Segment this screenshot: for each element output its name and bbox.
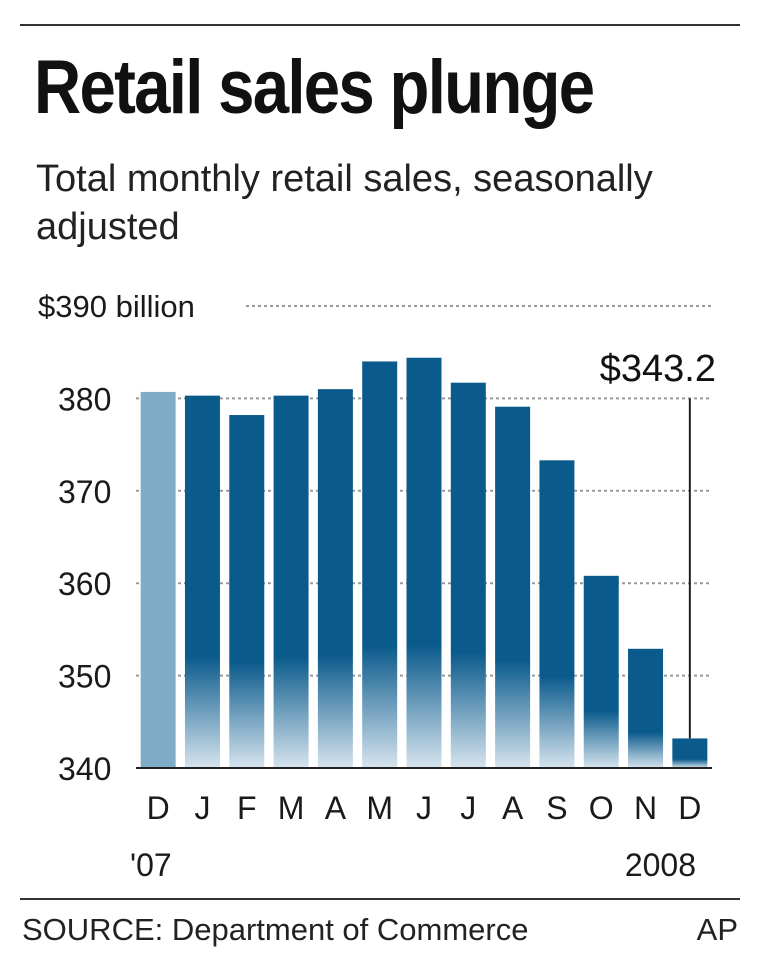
x-tick-label: D [678, 790, 701, 826]
bar-5 [362, 361, 398, 768]
year-label-start: '07 [130, 847, 172, 883]
bar-12 [672, 738, 708, 768]
x-tick-label: A [502, 790, 524, 826]
bar-7 [450, 382, 486, 768]
y-tick-label: 360 [58, 566, 111, 602]
bottom-rule [20, 898, 740, 900]
x-tick-label: J [416, 790, 432, 826]
bar-6 [406, 357, 442, 768]
bar-2 [229, 415, 265, 768]
bars [140, 357, 708, 768]
x-tick-label: F [237, 790, 257, 826]
chart-subtitle: Total monthly retail sales, seasonally a… [36, 158, 653, 248]
bar-1 [184, 395, 220, 768]
x-tick-label: N [634, 790, 657, 826]
bar-4 [317, 389, 353, 768]
x-tick-label: M [278, 790, 305, 826]
bar-9 [539, 460, 575, 768]
bar-11 [628, 648, 664, 768]
x-tick-label: J [194, 790, 210, 826]
source-note: SOURCE: Department of Commerce [22, 912, 529, 947]
credit-label: AP [696, 912, 738, 947]
bar-3 [273, 395, 309, 768]
x-tick-label: M [366, 790, 393, 826]
x-tick-label: S [546, 790, 567, 826]
x-tick-label: A [325, 790, 347, 826]
x-tick-label: O [589, 790, 614, 826]
y-tick-label: 370 [58, 474, 111, 510]
y-tick-label: 380 [58, 381, 111, 417]
chart-title: Retail sales plunge [34, 45, 595, 130]
bar-8 [495, 406, 531, 768]
x-tick-label: J [460, 790, 476, 826]
y-tick-label: 340 [58, 751, 111, 787]
highlight-value-label: $343.2 [600, 348, 716, 390]
y-tick-label: 350 [58, 659, 111, 695]
x-tick-label: D [147, 790, 170, 826]
year-label-end: 2008 [625, 847, 696, 883]
y-axis-ticks: 380 370 360 350 340 [58, 381, 111, 787]
top-rule [20, 24, 740, 26]
y-top-label: $390 billion [38, 289, 195, 324]
bar-10 [583, 575, 619, 768]
bar-0 [140, 391, 176, 768]
